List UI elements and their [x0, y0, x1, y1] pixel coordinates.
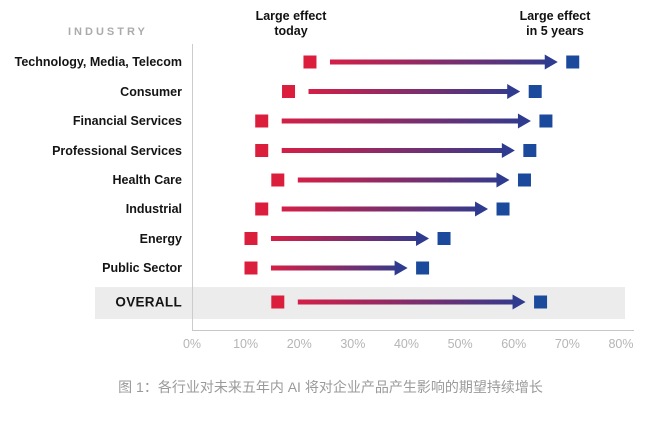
row-label: Health Care	[112, 173, 182, 187]
future-marker	[539, 114, 553, 128]
axis-tick-label: 80%	[608, 337, 634, 351]
industry-axis-title: INDUSTRY	[68, 26, 148, 38]
today-marker	[255, 202, 269, 216]
future-marker	[534, 295, 548, 309]
row-label: Financial Services	[72, 114, 182, 128]
axis-tick-label: 30%	[340, 337, 366, 351]
axis-tick-label: 60%	[501, 337, 527, 351]
row-label: Consumer	[120, 84, 182, 99]
row-label: Energy	[139, 231, 182, 246]
future-marker	[566, 55, 580, 69]
future-marker	[437, 232, 451, 245]
future-marker	[517, 173, 531, 187]
today-marker	[303, 55, 317, 69]
legend-future-label: Large effect in 5 years	[519, 9, 591, 38]
trend-arrow-head	[475, 201, 489, 217]
trend-arrow-head	[507, 84, 521, 99]
axis-tick-label: 10%	[233, 337, 259, 351]
trend-arrow-head	[496, 172, 510, 188]
y-axis-line	[192, 44, 193, 330]
trend-arrow-head	[501, 143, 515, 158]
trend-arrow-head	[544, 54, 558, 70]
today-marker	[244, 232, 258, 245]
trend-arrow-head	[416, 231, 430, 246]
today-marker	[271, 295, 285, 309]
row-label: Industrial	[125, 202, 182, 216]
today-marker	[255, 114, 269, 128]
axis-tick-label: 50%	[447, 337, 473, 351]
axis-tick-label: 20%	[286, 337, 312, 351]
future-marker	[416, 261, 430, 275]
trend-arrow-head	[394, 260, 408, 276]
legend-today-label: Large effect today	[255, 9, 327, 38]
figure-caption: 图 1：各行业对未来五年内 AI 将对企业产品产生影响的期望持续增长	[118, 379, 543, 395]
row-label: Public Sector	[102, 261, 182, 275]
axis-tick-label: 40%	[393, 337, 420, 351]
row-label: Professional Services	[52, 143, 182, 158]
row-label: OVERALL	[115, 294, 182, 310]
future-marker	[528, 85, 542, 98]
today-marker	[244, 261, 258, 275]
row-label: Technology, Media, Telecom	[14, 55, 182, 69]
today-marker	[271, 173, 285, 187]
x-axis-line	[192, 330, 634, 331]
future-marker	[523, 144, 537, 157]
axis-tick-label: 70%	[554, 337, 580, 351]
today-marker	[255, 144, 269, 157]
trend-arrow-head	[517, 113, 531, 129]
axis-tick-label: 0%	[182, 337, 202, 351]
trend-arrow-head	[512, 294, 526, 310]
today-marker	[282, 85, 296, 98]
future-marker	[496, 202, 510, 216]
